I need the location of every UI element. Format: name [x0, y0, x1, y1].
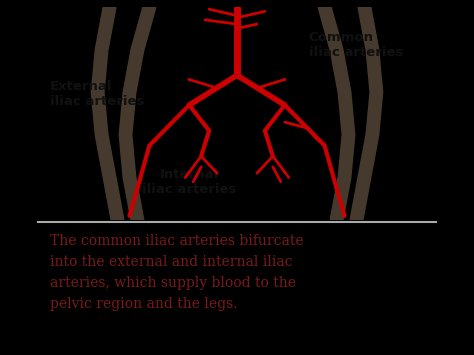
Text: Common
iliac arteries: Common iliac arteries: [273, 32, 403, 78]
Text: External
iliac arteries: External iliac arteries: [50, 81, 157, 119]
Text: The common iliac arteries bifurcate
into the external and internal iliac
arterie: The common iliac arteries bifurcate into…: [50, 234, 303, 311]
Text: Internal
iliac arteries: Internal iliac arteries: [142, 143, 237, 196]
